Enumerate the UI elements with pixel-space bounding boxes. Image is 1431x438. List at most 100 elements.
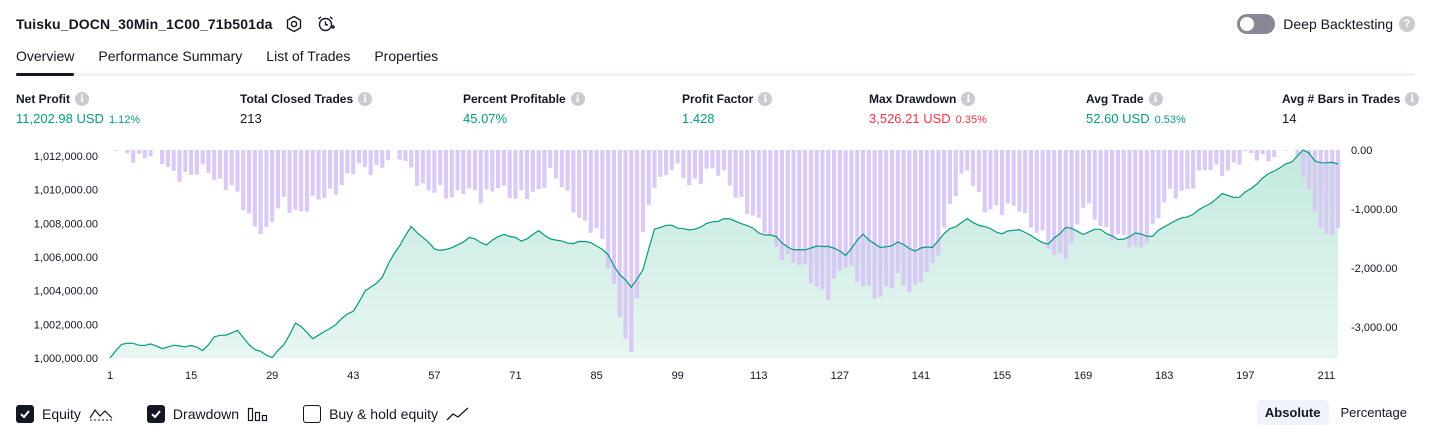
drawdown-bar: [1243, 150, 1248, 152]
info-icon[interactable]: i: [570, 92, 585, 106]
drawdown-checkbox[interactable]: [146, 405, 165, 423]
drawdown-bar: [913, 150, 918, 285]
drawdown-bar: [461, 150, 466, 195]
drawdown-bar: [1121, 150, 1126, 235]
drawdown-bar: [565, 150, 570, 191]
drawdown-bar: [351, 150, 356, 175]
drawdown-bar: [1104, 150, 1109, 228]
drawdown-bar: [316, 150, 321, 200]
info-icon[interactable]: i: [758, 92, 773, 106]
drawdown-bar: [304, 150, 310, 212]
drawdown-bar: [125, 150, 130, 154]
drawdown-bar: [206, 150, 211, 174]
tab-list-of-trades[interactable]: List of Trades: [266, 48, 351, 64]
drawdown-bar: [1075, 150, 1080, 225]
legend-label: Drawdown: [172, 406, 240, 422]
drawdown-bar: [171, 150, 176, 171]
drawdown-bar: [1040, 150, 1045, 231]
drawdown-bar: [293, 150, 298, 210]
info-icon[interactable]: i: [358, 92, 373, 106]
drawdown-bar: [310, 150, 315, 196]
drawdown-bar: [519, 150, 524, 191]
drawdown-bar: [229, 150, 234, 186]
drawdown-bar: [328, 150, 333, 189]
drawdown-bar: [785, 150, 790, 255]
drawdown-bar: [194, 150, 199, 175]
drawdown-bar: [866, 150, 871, 286]
equity-checkbox[interactable]: [16, 405, 34, 423]
add-alert-clock-icon[interactable]: [315, 13, 337, 35]
info-icon[interactable]: i: [1405, 92, 1420, 106]
drawdown-bar: [1069, 150, 1074, 244]
info-icon[interactable]: i: [961, 92, 976, 106]
drawdown-bar: [414, 150, 420, 187]
tab-performance-summary[interactable]: Performance Summary: [98, 48, 243, 64]
drawdown-bar: [1023, 150, 1028, 214]
drawdown-bar: [930, 150, 935, 264]
x-axis-tick: 43: [347, 370, 359, 382]
legend-drawdown[interactable]: Drawdown: [146, 405, 269, 423]
drawdown-bar: [826, 150, 831, 300]
x-axis-tick: 211: [1318, 370, 1336, 382]
drawdown-bar: [1185, 150, 1190, 190]
drawdown-bar: [837, 150, 842, 271]
drawdown-bar: [970, 150, 976, 186]
percentage-button[interactable]: Percentage: [1340, 405, 1408, 420]
drawdown-bar: [1162, 150, 1167, 203]
drawdown-bar: [299, 150, 304, 212]
stat-pct: 0.35%: [955, 114, 987, 126]
drawdown-bar: [1086, 150, 1092, 204]
drawdown-bar: [212, 150, 217, 181]
drawdown-bar: [681, 150, 686, 179]
x-axis: 1 15 29 43 57 71 85 99 113 127 141 155 169 183 197 211: [107, 370, 1335, 382]
drawdown-bar: [403, 150, 408, 161]
legend-equity[interactable]: Equity: [16, 405, 113, 423]
drawdown-bar: [936, 150, 941, 256]
drawdown-bar: [797, 150, 802, 266]
buy-hold-checkbox[interactable]: [303, 405, 322, 423]
drawdown-bar: [994, 150, 999, 206]
stat-value: 14: [1282, 111, 1297, 126]
strategy-header: Tuisku_DOCN_30Min_1C00_71b501da: [16, 12, 337, 36]
absolute-button[interactable]: Absolute: [1256, 400, 1329, 425]
settings-gear-icon[interactable]: [283, 13, 305, 35]
info-icon[interactable]: i: [75, 92, 89, 106]
drawdown-bar: [131, 150, 136, 163]
drawdown-bar: [1005, 150, 1010, 204]
drawdown-bar: [779, 150, 785, 261]
right-axis-tick: -2,000.00: [1351, 263, 1397, 275]
drawdown-bar: [501, 150, 506, 186]
info-icon[interactable]: i: [1148, 92, 1163, 106]
tab-properties[interactable]: Properties: [374, 48, 439, 64]
equity-drawdown-chart[interactable]: 1,012,000.00 1,010,000.00 1,008,000.00 1,00…: [0, 140, 1431, 395]
stat-max-drawdown: Max Drawdown i 3,526.21 USD 0.35%: [869, 92, 987, 126]
x-axis-tick: 155: [993, 370, 1011, 382]
drawdown-bar: [530, 150, 535, 192]
tab-overview[interactable]: Overview: [16, 44, 75, 76]
drawdown-bar: [333, 150, 338, 195]
drawdown-bar: [345, 150, 350, 174]
toggle-knob: [1240, 17, 1255, 31]
drawdown-bar: [467, 150, 472, 189]
help-question-icon[interactable]: ?: [1399, 16, 1415, 32]
drawdown-bar: [362, 150, 367, 167]
stat-pct: 0.53%: [1154, 114, 1186, 126]
drawdown-bar: [1254, 150, 1259, 161]
drawdown-bar: [559, 150, 564, 188]
drawdown-bar: [1266, 150, 1271, 162]
drawdown-bar: [808, 150, 813, 284]
drawdown-bar: [1191, 150, 1196, 189]
drawdown-bar: [727, 150, 732, 186]
drawdown-bar: [1220, 150, 1225, 177]
report-tabs: Overview Performance Summary List of Tra…: [16, 44, 1415, 76]
drawdown-bar: [791, 150, 796, 263]
drawdown-bar: [988, 150, 993, 210]
legend-label: Buy & hold equity: [329, 406, 439, 422]
stat-percent-profitable: Percent Profitable i 45.07%: [463, 92, 585, 126]
drawdown-bar: [1110, 150, 1115, 241]
drawdown-bar: [507, 150, 512, 199]
drawdown-bar: [1231, 150, 1236, 163]
legend-buy-hold[interactable]: Buy & hold equity: [303, 405, 470, 423]
deep-backtesting-toggle[interactable]: [1237, 14, 1276, 34]
drawdown-bar: [1295, 150, 1300, 157]
